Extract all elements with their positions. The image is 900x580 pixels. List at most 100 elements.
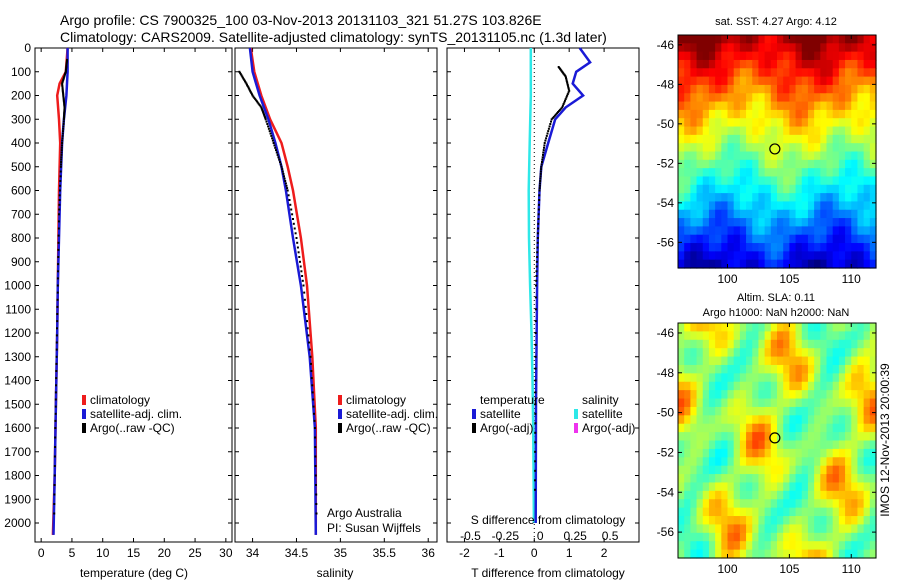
map-cell [678, 339, 685, 349]
map-cell [770, 193, 778, 203]
map-cell [863, 184, 871, 194]
map-cell [807, 176, 815, 186]
argo-point [308, 341, 311, 344]
y-tick-label: 1300 [4, 350, 31, 364]
map-cell [764, 415, 772, 425]
map-cell [746, 234, 753, 244]
map-cell [777, 532, 784, 542]
map-cell [758, 184, 766, 194]
argo-point [62, 118, 65, 121]
map-cell [721, 76, 729, 86]
map-cell [696, 323, 704, 332]
map-cell [715, 176, 722, 186]
map-cell [869, 168, 877, 178]
map-cell [807, 398, 815, 408]
map-cell [801, 151, 809, 161]
map-cell [789, 126, 797, 136]
map-cell [863, 159, 871, 169]
argo-point [59, 175, 62, 178]
map-cell [869, 541, 877, 551]
argo-point [255, 99, 258, 102]
map-cell [795, 93, 803, 103]
map-cell [746, 43, 753, 53]
map-cell [789, 35, 797, 44]
argo-point [313, 412, 315, 415]
map-cell [727, 51, 735, 61]
map-cell [807, 339, 815, 349]
argo-point [539, 180, 542, 182]
map-cell [702, 118, 710, 128]
map-cell [715, 406, 722, 416]
map-cell [708, 159, 716, 169]
map-cell [820, 134, 828, 144]
map-cell [838, 356, 846, 366]
map-cell [678, 43, 685, 53]
map-cell [807, 201, 815, 211]
map-cell [696, 348, 704, 358]
map-cell [789, 251, 797, 261]
map-cell [814, 209, 821, 219]
map-cell [863, 118, 871, 128]
map-cell [807, 168, 815, 178]
map-cell [708, 507, 716, 517]
map-cell [851, 398, 859, 408]
map-cell [814, 151, 821, 161]
map-cell [770, 43, 778, 53]
map-cell [857, 507, 865, 517]
argo-point [301, 275, 304, 277]
map-cell [795, 134, 803, 144]
map-cell [838, 482, 846, 492]
map-cell [783, 201, 790, 211]
map-cell [801, 490, 809, 500]
map-cell [739, 151, 747, 161]
map-cell [752, 151, 760, 161]
map-cell [826, 482, 834, 492]
map-cell [807, 423, 815, 433]
axes-frame [234, 47, 438, 543]
map-cell [746, 364, 753, 374]
map-cell [715, 218, 722, 227]
argo-point [56, 277, 59, 280]
map-field [678, 35, 877, 269]
map-cell [739, 541, 747, 551]
map-cell [869, 59, 877, 69]
map-cell [758, 541, 766, 551]
map-cell [783, 84, 790, 94]
map-cell [783, 440, 790, 450]
map-cell [845, 507, 852, 517]
map-cell [845, 465, 852, 475]
map-cell [807, 415, 815, 425]
map-cell [708, 499, 716, 509]
map-cell [752, 398, 760, 408]
map-cell [845, 176, 852, 186]
map-cell [678, 465, 685, 475]
argo-point [60, 153, 63, 156]
map-cell [863, 43, 871, 53]
map-cell [708, 549, 716, 559]
map-cell [832, 209, 840, 219]
map-cell [832, 51, 840, 61]
map-cell [869, 101, 877, 111]
map-cell [814, 348, 821, 358]
map-cell [838, 259, 846, 269]
secondary-tick-label: -0.5 [460, 529, 481, 543]
map-cell [739, 201, 747, 211]
argo-point [62, 76, 65, 79]
map-cell [696, 226, 704, 236]
map-cell [783, 234, 790, 244]
argo-point [563, 101, 566, 104]
map-cell [807, 532, 815, 542]
map-cell [721, 201, 729, 211]
argo-point [538, 187, 541, 190]
map-cell [789, 398, 797, 408]
map-cell [814, 243, 821, 252]
map-cell [746, 93, 753, 103]
map-cell [795, 465, 803, 475]
map-cell [739, 68, 747, 78]
map-cell [820, 176, 828, 186]
map-cell [832, 184, 840, 194]
map-cell [869, 482, 877, 492]
map-cell [814, 59, 821, 69]
map-cell [777, 406, 784, 416]
argo-point [55, 348, 58, 351]
